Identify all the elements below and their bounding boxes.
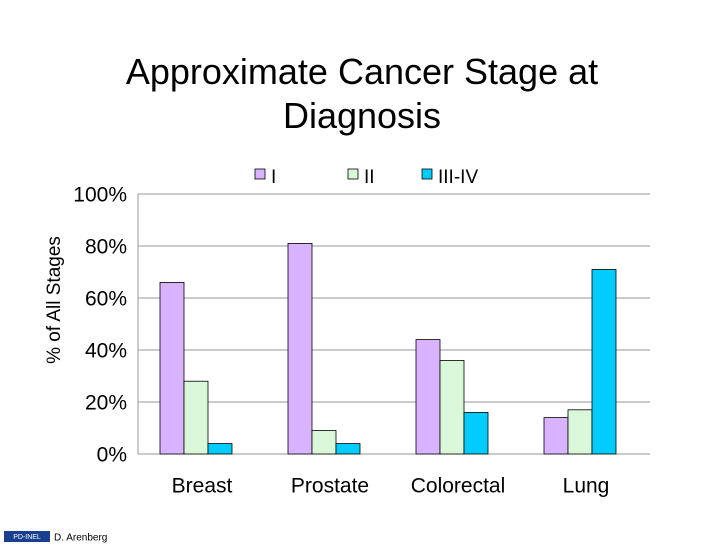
legend-swatch [254,168,266,180]
legend-label: II [364,167,375,188]
bar [567,409,593,455]
y-tick-label: 0% [97,444,127,467]
bar [335,443,361,455]
legend-swatch [421,168,433,180]
y-tick-label: 40% [85,340,127,363]
y-tick-label: 100% [73,184,127,207]
bar [183,380,209,455]
legend-label: III-IV [438,167,478,188]
bar [415,339,441,455]
legend-label: I [271,167,276,188]
logo-box [4,531,50,542]
y-tick-label: 20% [85,392,127,415]
bar [439,359,465,455]
bar [543,417,569,455]
logo-text: PD-INEL [13,534,41,541]
y-tick-label: 60% [85,288,127,311]
x-tick-label: Prostate [291,475,369,498]
x-tick-label: Lung [563,475,610,498]
bar [591,268,617,455]
y-tick-label: 80% [85,236,127,259]
bar [287,242,313,455]
footer-author: D. Arenberg [54,533,107,544]
x-tick-label: Breast [172,475,233,498]
bar [311,430,337,455]
legend-swatch [347,168,359,180]
chart-title: Approximate Cancer Stage at Diagnosis [125,51,599,136]
bar [463,411,489,455]
bar [207,443,233,455]
y-axis-label: % of All Stages [44,236,65,364]
x-tick-label: Colorectal [411,475,506,498]
bar [159,281,185,455]
